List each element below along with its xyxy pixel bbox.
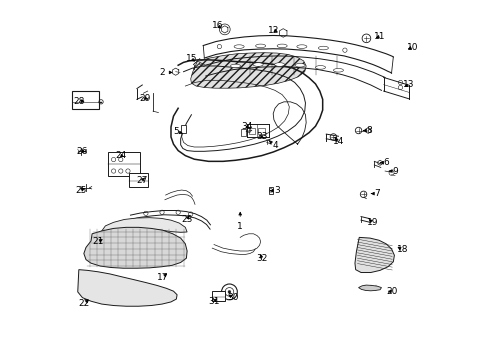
- FancyBboxPatch shape: [268, 187, 273, 194]
- Text: 7: 7: [370, 189, 379, 198]
- Ellipse shape: [277, 44, 286, 48]
- FancyBboxPatch shape: [72, 91, 99, 109]
- Ellipse shape: [333, 68, 343, 72]
- FancyBboxPatch shape: [248, 128, 255, 134]
- Text: 24: 24: [115, 151, 126, 160]
- Ellipse shape: [294, 63, 305, 67]
- Text: 23: 23: [181, 215, 192, 224]
- Text: 34: 34: [241, 122, 252, 131]
- Text: 19: 19: [366, 218, 378, 227]
- FancyBboxPatch shape: [107, 152, 140, 176]
- Text: 1: 1: [237, 212, 243, 231]
- Text: 4: 4: [269, 141, 277, 150]
- Text: 30: 30: [227, 293, 238, 302]
- Text: 8: 8: [363, 126, 371, 135]
- FancyBboxPatch shape: [180, 126, 185, 134]
- Polygon shape: [78, 270, 177, 306]
- Text: 25: 25: [76, 185, 87, 194]
- Polygon shape: [358, 285, 381, 291]
- Ellipse shape: [318, 46, 328, 50]
- Text: 33: 33: [255, 132, 267, 141]
- Text: 29: 29: [139, 94, 150, 103]
- Ellipse shape: [315, 66, 325, 69]
- Text: 22: 22: [78, 299, 89, 308]
- Text: 21: 21: [92, 237, 103, 246]
- Polygon shape: [354, 237, 394, 273]
- Text: 12: 12: [268, 26, 279, 35]
- FancyBboxPatch shape: [211, 291, 224, 301]
- Text: 31: 31: [208, 297, 219, 306]
- Text: 26: 26: [77, 147, 88, 156]
- Ellipse shape: [234, 45, 244, 48]
- Polygon shape: [83, 227, 187, 268]
- Ellipse shape: [230, 64, 240, 68]
- Text: 27: 27: [136, 176, 148, 185]
- FancyBboxPatch shape: [129, 173, 147, 187]
- Text: 2: 2: [159, 68, 172, 77]
- Polygon shape: [102, 218, 187, 235]
- Text: 16: 16: [211, 21, 223, 30]
- Ellipse shape: [274, 63, 284, 66]
- Text: 15: 15: [185, 54, 197, 63]
- Text: 3: 3: [270, 186, 279, 195]
- Text: 14: 14: [332, 137, 344, 146]
- Text: 17: 17: [157, 273, 168, 282]
- FancyBboxPatch shape: [241, 129, 245, 136]
- Text: 13: 13: [402, 81, 414, 90]
- Text: 5: 5: [173, 127, 182, 136]
- Ellipse shape: [296, 45, 306, 48]
- Text: 28: 28: [74, 96, 85, 105]
- Text: 11: 11: [373, 32, 385, 41]
- Text: 18: 18: [396, 246, 407, 255]
- Text: 20: 20: [386, 287, 397, 296]
- Text: 6: 6: [380, 158, 388, 167]
- Text: 9: 9: [388, 167, 397, 176]
- Text: 10: 10: [406, 43, 417, 52]
- Circle shape: [227, 291, 230, 293]
- Text: 32: 32: [256, 254, 267, 263]
- Ellipse shape: [253, 63, 263, 66]
- FancyBboxPatch shape: [258, 128, 264, 134]
- Polygon shape: [190, 53, 305, 88]
- Ellipse shape: [255, 44, 265, 48]
